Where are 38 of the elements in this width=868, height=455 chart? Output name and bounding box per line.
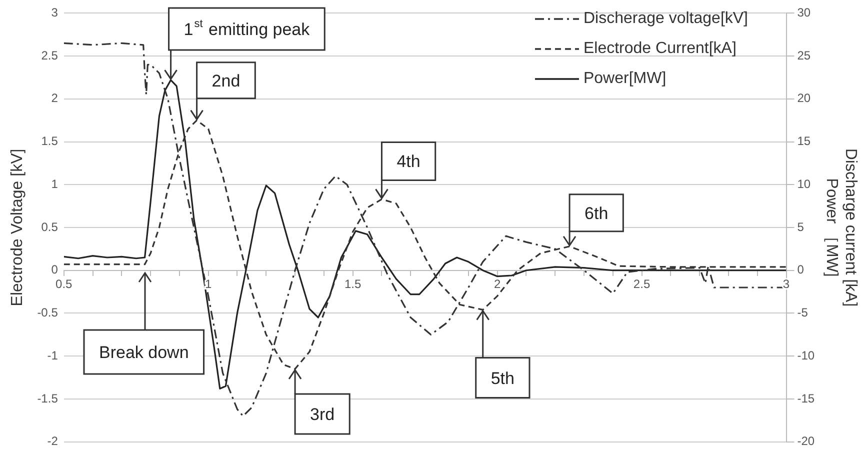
annotation: 3rd: [310, 404, 335, 424]
annotation: 4th: [396, 152, 420, 172]
y-tick-label: 3: [51, 6, 58, 20]
legend-label: Electrode Current[kA]: [583, 39, 736, 59]
y-tick-label: 0: [51, 262, 58, 277]
y2-tick-label: -10: [797, 348, 815, 362]
annotation: 2nd: [212, 71, 240, 90]
x-tick-label: 2: [494, 276, 501, 291]
y-tick-label: -1.5: [37, 391, 58, 406]
y2-tick-label: 15: [797, 134, 811, 148]
annotation: Break down: [99, 343, 189, 362]
y2-tick-label: 25: [797, 48, 811, 62]
y2-tick-label: 0: [797, 262, 804, 277]
legend-label: Power[MW]: [583, 69, 666, 89]
y-tick-label: 2.5: [41, 48, 58, 62]
y2-tick-label: 30: [797, 6, 811, 20]
y2-tick-label: 5: [797, 220, 804, 234]
y-tick-label: -0.5: [37, 306, 58, 320]
annotation: 6th: [584, 204, 608, 223]
y-tick-label: 1: [51, 176, 58, 191]
y-tick-label: 0.5: [41, 220, 58, 234]
y2-tick-label: -20: [797, 434, 815, 448]
legend-label: Discherage voltage[kV]: [583, 9, 748, 29]
y-tick-label: -2: [47, 434, 58, 448]
x-tick-label: 1.5: [344, 276, 362, 291]
y-tick-label: -1: [47, 348, 58, 362]
y-tick-label: 1.5: [41, 134, 58, 148]
y2-tick-label: 10: [797, 176, 811, 191]
y-tick-label: 2: [51, 91, 58, 106]
y2-tick-label: 20: [797, 91, 811, 106]
y-axis-title: Electrode Voltage [kV]: [9, 148, 26, 306]
y2-tick-label: -5: [797, 306, 808, 320]
x-tick-label: 1: [205, 276, 212, 291]
annotation: 5th: [490, 368, 514, 388]
x-tick-label: 3: [782, 276, 790, 291]
y2-tick-label: -15: [797, 391, 815, 406]
y2-axis-title: Discharge current [kA] Power ［MW]: [822, 148, 859, 307]
x-tick-label: 2.5: [633, 276, 650, 291]
